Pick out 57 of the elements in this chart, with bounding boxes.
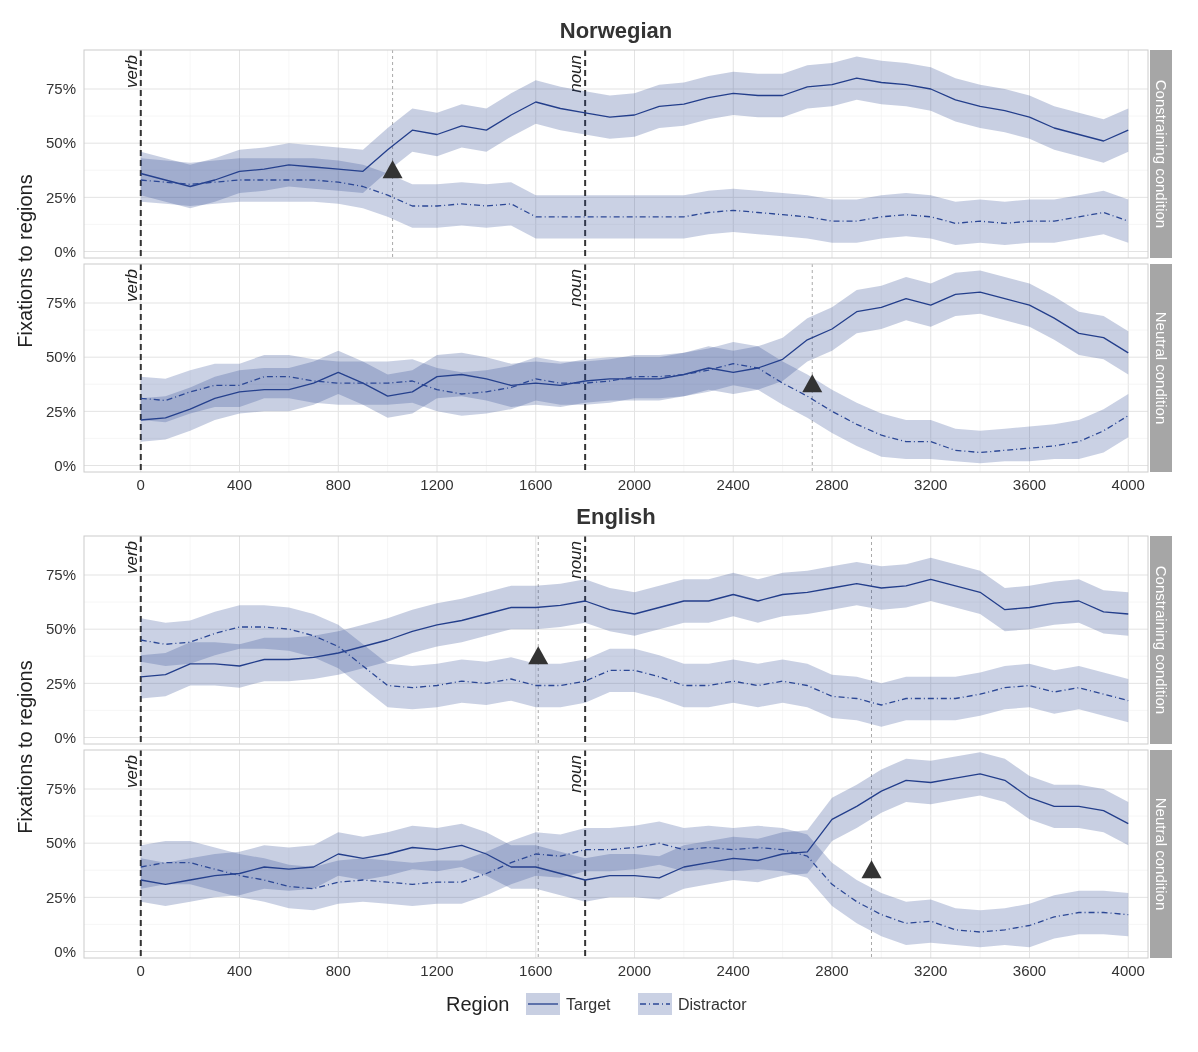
y-tick-label: 50% — [45, 834, 76, 852]
x-tick-label: 3600 — [1012, 476, 1047, 493]
y-tick-label: 50% — [45, 134, 76, 152]
ref-line-label: verb — [121, 269, 141, 303]
x-tick-label: 1200 — [420, 476, 454, 493]
x-tick-label: 4000 — [1111, 476, 1145, 493]
x-tick-label: 800 — [325, 476, 351, 493]
x-tick-label: 2800 — [815, 962, 849, 979]
legend-title: Region — [446, 993, 510, 1015]
x-tick-label: 2800 — [815, 476, 849, 493]
ref-line-label: verb — [121, 755, 141, 789]
x-tick-label: 1200 — [420, 962, 454, 979]
y-tick-label: 75% — [45, 80, 76, 98]
y-axis-title: Fixations to regions — [14, 660, 36, 834]
y-tick-label: 0% — [54, 242, 76, 260]
y2-axis-title: Neutral condition — [1152, 797, 1170, 911]
legend-label: Target — [566, 995, 612, 1013]
x-tick-label: 3200 — [914, 476, 948, 493]
y-tick-label: 75% — [45, 294, 76, 312]
y2-axis-title: Neutral condition — [1152, 311, 1170, 425]
x-tick-label: 2000 — [617, 962, 652, 979]
x-tick-label: 4000 — [1111, 962, 1145, 979]
chart-title: English — [576, 504, 656, 529]
ref-line-label: verb — [121, 55, 141, 89]
y-tick-label: 0% — [54, 942, 76, 960]
legend-label: Distractor — [678, 995, 748, 1013]
x-tick-label: 2000 — [617, 476, 652, 493]
y2-axis-title: Constraining condition — [1152, 565, 1170, 715]
y-tick-label: 50% — [45, 620, 76, 638]
x-tick-label: 3600 — [1012, 962, 1047, 979]
y-tick-label: 50% — [45, 348, 76, 366]
y-tick-label: 75% — [45, 566, 76, 584]
x-tick-label: 3200 — [914, 962, 948, 979]
y-axis-title: Fixations to regions — [14, 174, 36, 348]
y-tick-label: 0% — [54, 728, 76, 746]
y-tick-label: 25% — [45, 188, 76, 206]
chart-title: Norwegian — [559, 18, 673, 43]
y-tick-label: 25% — [45, 402, 76, 420]
y-tick-label: 25% — [45, 674, 76, 692]
x-tick-label: 2400 — [716, 962, 750, 979]
x-tick-label: 400 — [227, 962, 253, 979]
y-tick-label: 0% — [54, 456, 76, 474]
x-tick-label: 1600 — [519, 476, 553, 493]
ref-line-label: noun — [566, 541, 586, 579]
ref-line-label: verb — [121, 541, 141, 575]
x-tick-label: 1600 — [519, 962, 553, 979]
ref-line-label: noun — [566, 55, 586, 93]
x-tick-label: 800 — [325, 962, 351, 979]
ref-line-label: noun — [566, 269, 586, 307]
ref-line-label: noun — [566, 755, 586, 793]
x-tick-label: 2400 — [716, 476, 750, 493]
x-tick-label: 400 — [227, 476, 253, 493]
y-tick-label: 25% — [45, 888, 76, 906]
x-tick-label: 0 — [136, 476, 145, 493]
y-tick-label: 75% — [45, 780, 76, 798]
x-tick-label: 0 — [136, 962, 145, 979]
y2-axis-title: Constraining condition — [1152, 79, 1170, 229]
